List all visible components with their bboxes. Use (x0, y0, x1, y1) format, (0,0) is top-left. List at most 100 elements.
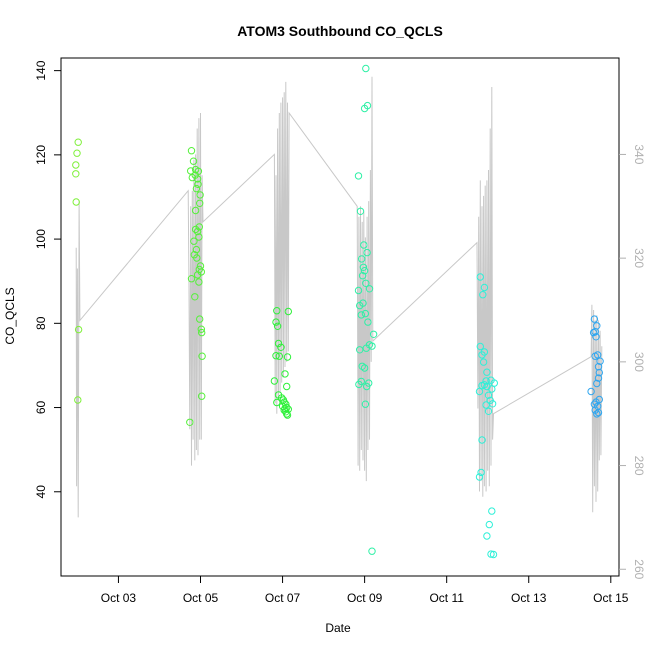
data-point-s5-p3 (589, 328, 598, 337)
data-point-s3-p18 (364, 318, 372, 326)
data-point-s1-p16 (195, 233, 203, 241)
y-tick-label-1: 60 (34, 401, 48, 415)
data-point-s1-p31 (198, 352, 206, 360)
data-point-s1-p7 (193, 175, 202, 183)
y2-tick-label-4: 340 (632, 144, 646, 164)
data-point-s3-p16 (361, 309, 370, 318)
data-point-s1-p6 (188, 173, 197, 182)
y-tick-label-3: 100 (34, 229, 48, 249)
data-point-s2-p24 (283, 410, 291, 418)
data-point-s3-p31 (368, 547, 376, 555)
data-point-s2-p1 (284, 307, 292, 316)
x-axis-label: Date (325, 621, 351, 635)
data-point-s1-p10 (196, 191, 204, 199)
data-point-s3-p6 (363, 248, 371, 257)
data-point-s2-p3 (273, 322, 282, 330)
data-point-s3-p2 (360, 104, 369, 113)
data-point-s1-p11 (196, 199, 204, 208)
data-point-s4-p2 (479, 291, 487, 299)
data-point-s4-p6 (479, 358, 488, 366)
data-point-s3-p23 (356, 346, 364, 354)
data-point-s0-p6 (74, 396, 82, 404)
data-point-s3-p30 (361, 400, 370, 408)
data-point-s4-p0 (476, 273, 484, 281)
data-point-s3-p0 (362, 64, 370, 73)
plot-frame (60, 57, 620, 577)
data-point-s4-p24 (488, 507, 496, 515)
data-point-s1-p12 (191, 206, 200, 215)
data-point-s1-p26 (195, 278, 203, 286)
data-point-s5-p4 (592, 333, 600, 341)
data-point-s0-p1 (73, 149, 81, 157)
data-point-s4-p7 (483, 368, 491, 376)
data-point-s1-p25 (187, 275, 196, 283)
data-point-s2-p0 (273, 307, 281, 315)
data-point-s3-p29 (363, 382, 371, 391)
data-point-s5-p6 (591, 352, 599, 360)
data-point-s3-p10 (358, 272, 367, 280)
data-point-s1-p24 (193, 271, 202, 279)
data-point-s3-p28 (355, 380, 363, 389)
data-point-s5-p11 (593, 379, 601, 388)
data-point-s5-p18 (594, 408, 603, 417)
data-point-s1-p27 (191, 293, 199, 301)
x-tick-label-4: Oct 11 (429, 591, 464, 605)
data-point-s4-p27 (487, 550, 495, 558)
data-point-s3-p15 (356, 301, 364, 310)
secondary-line-layer (75, 76, 603, 518)
data-point-s1-p17 (190, 237, 198, 245)
data-point-s1-p33 (186, 418, 194, 426)
data-point-s4-p26 (483, 532, 491, 540)
data-point-s2-p4 (274, 339, 283, 348)
data-point-s4-p28 (489, 550, 498, 559)
data-point-s0-p5 (74, 325, 83, 334)
data-point-s4-p22 (477, 468, 485, 477)
y-tick-label-4: 120 (34, 145, 48, 165)
data-point-s2-p11 (283, 382, 291, 391)
data-point-s4-p20 (484, 407, 493, 415)
data-point-s4-p19 (482, 401, 490, 409)
data-point-s4-p3 (476, 342, 484, 351)
data-point-s2-p6 (272, 352, 280, 360)
x-tick-label-2: Oct 07 (265, 591, 301, 605)
data-point-s0-p0 (74, 138, 82, 146)
data-point-s2-p7 (275, 352, 283, 360)
data-point-s3-p8 (359, 263, 368, 271)
data-point-s3-p25 (360, 364, 369, 372)
data-point-s2-p13 (278, 394, 286, 402)
data-point-s2-p22 (280, 406, 288, 414)
x-tick-label-1: Oct 05 (183, 591, 219, 605)
data-point-s0-p4 (72, 198, 80, 206)
data-point-s3-p9 (360, 267, 369, 275)
y2-tick-label-1: 280 (632, 456, 646, 476)
y2-tick-label-3: 320 (632, 248, 646, 268)
y2-tick-label-2: 300 (632, 352, 646, 372)
x-tick-label-5: Oct 13 (511, 591, 547, 605)
y2-tick-label-0: 260 (632, 559, 646, 579)
data-point-s4-p14 (488, 385, 496, 393)
data-point-s5-p19 (593, 410, 601, 418)
data-point-s3-p12 (354, 286, 363, 295)
data-point-s5-p12 (587, 387, 595, 396)
axes-layer: Oct 03 Oct 05 Oct 07 Oct 09 Oct 11 Oct 13 Oct … (34, 57, 646, 605)
data-point-s3-p7 (358, 255, 366, 263)
data-point-s2-p25 (283, 411, 292, 419)
data-point-s1-p14 (191, 225, 200, 234)
data-point-s4-p23 (475, 473, 484, 481)
data-point-s2-p16 (273, 398, 281, 407)
data-point-s5-p0 (590, 315, 599, 323)
data-point-s4-p25 (485, 520, 493, 529)
data-point-s2-p8 (283, 353, 292, 361)
data-point-s1-p13 (195, 223, 204, 231)
x-tick-label-0: Oct 03 (101, 591, 137, 605)
data-point-s4-p1 (480, 283, 489, 292)
data-point-s1-p29 (197, 325, 206, 333)
data-point-s0-p2 (72, 161, 80, 169)
y-tick-label-0: 40 (34, 485, 48, 499)
data-point-s2-p18 (278, 402, 287, 410)
x-tick-label-3: Oct 09 (347, 591, 383, 605)
y-axis-label: CO_QCLS (3, 287, 17, 344)
data-point-s1-p28 (196, 315, 204, 323)
data-point-s1-p8 (194, 180, 202, 189)
data-point-s2-p2 (272, 318, 280, 326)
